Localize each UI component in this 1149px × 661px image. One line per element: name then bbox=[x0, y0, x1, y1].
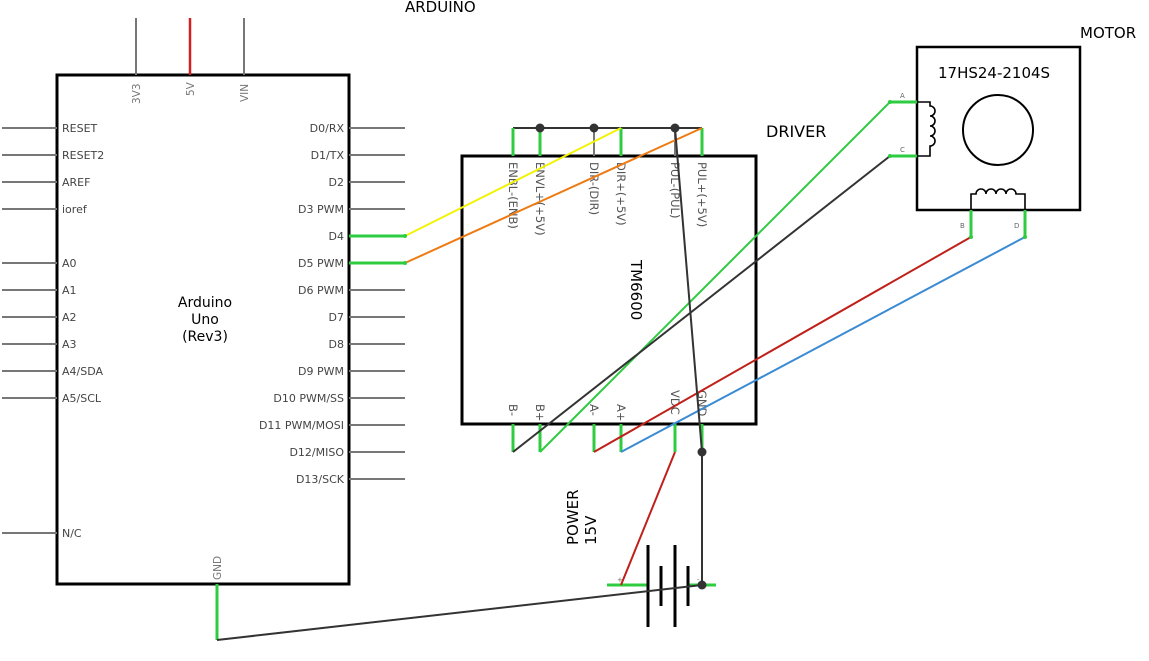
battery-minus-mark: - bbox=[697, 576, 700, 584]
motor-pin-label-c: C bbox=[900, 146, 905, 154]
pin-label-d12: D12/MISO bbox=[289, 446, 344, 459]
wire-end bbox=[1023, 235, 1027, 239]
motor-heading: MOTOR bbox=[1080, 24, 1136, 42]
pin-label-gnd: GND bbox=[212, 556, 224, 580]
driver-pin-label-a-minus: A- bbox=[587, 404, 601, 416]
pin-label-aref: AREF bbox=[62, 176, 90, 189]
pin-label-d0: D0/RX bbox=[310, 122, 345, 135]
battery-plus-mark: + bbox=[617, 576, 623, 584]
power-supply: POWER 15V + - bbox=[564, 489, 716, 627]
driver-pin-label-b-minus: B- bbox=[506, 404, 520, 416]
wire-end bbox=[969, 235, 973, 239]
motor-coil-bd bbox=[970, 188, 1026, 210]
pin-label-d11: D11 PWM/MOSI bbox=[259, 419, 344, 432]
driver-pin-label-pul-plus: PUL+(+5V) bbox=[695, 162, 709, 227]
motor-coil-ac bbox=[917, 101, 936, 157]
driver-name: TM6600 bbox=[627, 259, 645, 320]
wire-bus-to-gnd bbox=[674, 127, 703, 453]
driver-pin-label-b-plus: B+ bbox=[533, 404, 547, 422]
pin-label-d3: D3 PWM bbox=[298, 203, 344, 216]
pin-label-d5: D5 PWM bbox=[298, 257, 344, 270]
wire-end bbox=[888, 100, 892, 104]
wire-arduino-gnd-to-battery bbox=[216, 584, 703, 641]
wire-vdc-to-battery bbox=[620, 451, 676, 586]
pin-label-d7: D7 bbox=[329, 311, 344, 324]
pin-label-a2: A2 bbox=[62, 311, 77, 324]
wire-end bbox=[888, 154, 892, 158]
pin-label-a3: A3 bbox=[62, 338, 77, 351]
arduino-name-line2: Uno bbox=[191, 312, 219, 328]
wire-d5-to-pul bbox=[404, 127, 703, 264]
wire-motor-c-to-bminus bbox=[512, 155, 891, 453]
pin-label-d6: D6 PWM bbox=[298, 284, 344, 297]
pin-label-a4-sda: A4/SDA bbox=[62, 365, 103, 378]
arduino-body bbox=[55, 73, 351, 586]
wire-motor-a-to-bplus bbox=[539, 101, 891, 453]
motor-pin-label-a: A bbox=[900, 92, 905, 100]
pin-label-d10: D10 PWM/SS bbox=[273, 392, 344, 405]
pin-label-reset2: RESET2 bbox=[62, 149, 104, 162]
pin-label-a5-scl: A5/SCL bbox=[62, 392, 102, 405]
driver-body bbox=[460, 154, 758, 426]
motor-body bbox=[915, 45, 1082, 212]
power-voltage-label: 15V bbox=[582, 515, 600, 545]
motor-model: 17HS24-2104S bbox=[938, 64, 1050, 82]
pin-label-ioref: ioref bbox=[62, 203, 88, 216]
arduino-name-line3: (Rev3) bbox=[182, 329, 228, 345]
driver-pin-label-a-plus: A+ bbox=[614, 404, 628, 422]
wire-motor-b-to-aminus bbox=[593, 236, 972, 453]
wire-d4-to-dir bbox=[404, 127, 622, 237]
pin-label-d2: D2 bbox=[329, 176, 344, 189]
pin-label-5v: 5V bbox=[185, 81, 197, 96]
wires bbox=[216, 100, 1027, 641]
pin-label-3v3: 3V3 bbox=[131, 83, 143, 104]
wire-motor-d-to-aplus bbox=[620, 236, 1026, 453]
junction-dot bbox=[697, 580, 707, 590]
junction-dot bbox=[697, 447, 707, 457]
pin-label-nc: N/C bbox=[62, 527, 82, 540]
motor-pin-label-d: D bbox=[1014, 222, 1019, 230]
junction-dot bbox=[589, 123, 599, 133]
driver-heading: DRIVER bbox=[766, 122, 826, 141]
junction-dot bbox=[535, 123, 545, 133]
arduino-heading: ARDUINO bbox=[405, 0, 476, 16]
pin-label-d9: D9 PWM bbox=[298, 365, 344, 378]
pin-label-a0: A0 bbox=[62, 257, 77, 270]
pin-label-reset: RESET bbox=[62, 122, 98, 135]
pin-label-d13: D13/SCK bbox=[296, 473, 345, 486]
driver-pin-label-envl: ENVL+(+5V) bbox=[533, 162, 547, 236]
power-label: POWER bbox=[564, 489, 582, 545]
driver-pin-label-dir-plus: DIR+(+5V) bbox=[614, 162, 628, 226]
wire-end bbox=[403, 234, 407, 238]
motor-pin-label-b: B bbox=[960, 222, 965, 230]
motor-rotor bbox=[962, 94, 1034, 166]
pin-label-d4: D4 bbox=[329, 230, 344, 243]
pin-label-d1: D1/TX bbox=[311, 149, 345, 162]
driver-pin-label-enbl: ENBL-(ENB) bbox=[506, 162, 520, 229]
driver-pin-label-dir-minus: DIR-(DIR) bbox=[587, 162, 601, 215]
pin-label-vin: VIN bbox=[239, 84, 251, 102]
pin-label-a1: A1 bbox=[62, 284, 77, 297]
pin-label-d8: D8 bbox=[329, 338, 344, 351]
driver-module: ENBL-(ENB) ENVL+(+5V) DIR-(DIR) DIR+(+5V… bbox=[460, 123, 758, 452]
arduino-board: 3V3 5V VIN RESET RESET2 AREF ioref A0 A1… bbox=[2, 18, 405, 640]
wire-end bbox=[403, 261, 407, 265]
stepper-motor: 17HS24-2104S A C B D bbox=[890, 45, 1082, 237]
arduino-name-line1: Arduino bbox=[178, 295, 232, 311]
